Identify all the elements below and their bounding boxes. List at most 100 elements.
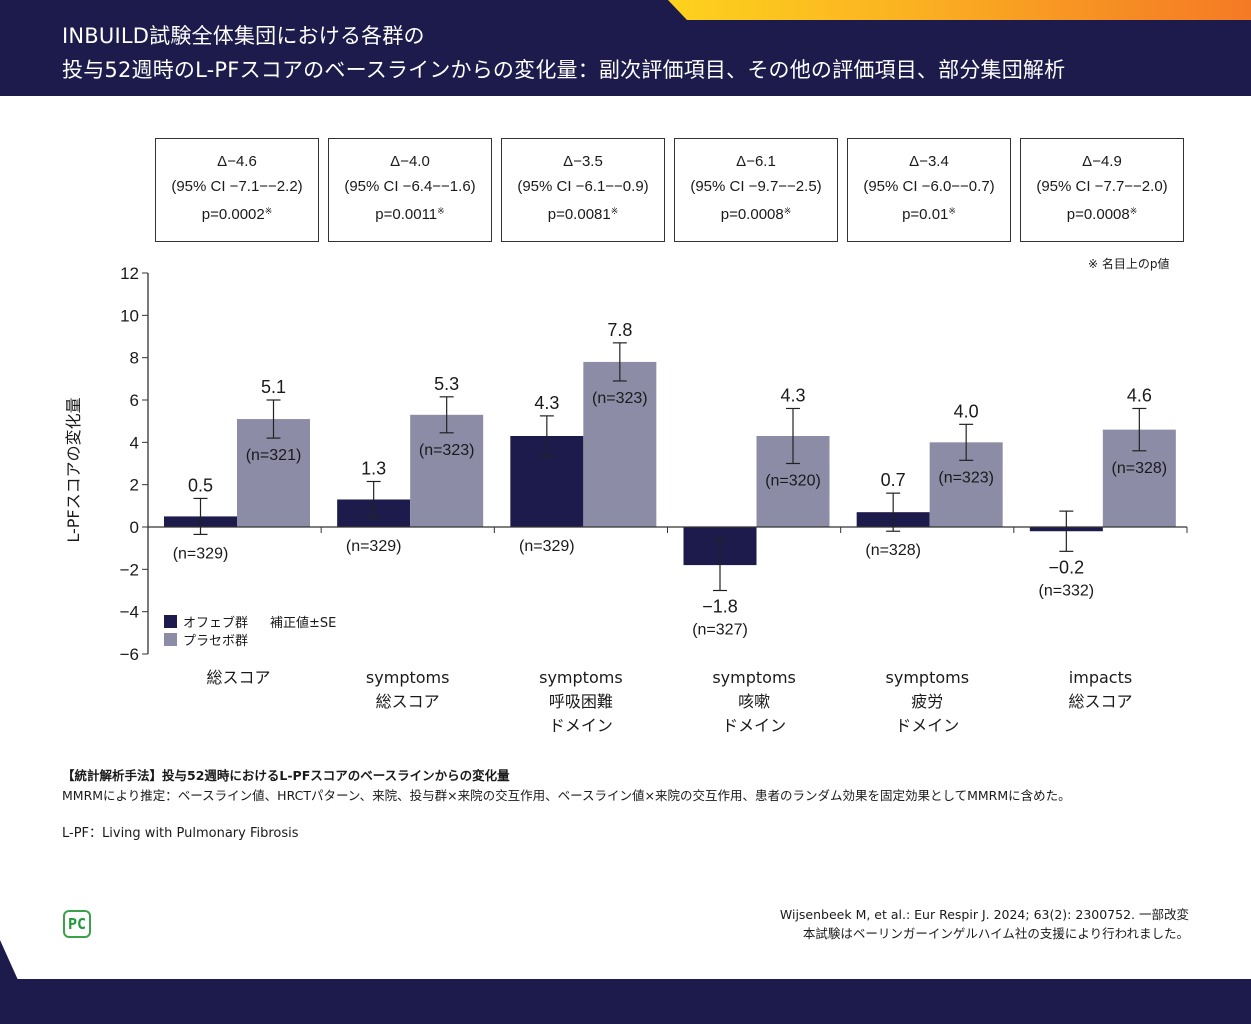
methods-heading: 【統計解析手法】投与52週時におけるL-PFスコアのベースラインからの変化量 (62, 768, 510, 783)
stat-p-text: p=0.01 (902, 206, 949, 223)
page-title-line1: INBUILD試験全体集団における各群の (62, 24, 425, 48)
nominal-mark: ※ (1129, 206, 1138, 216)
n-label: (n=328) (1112, 460, 1168, 477)
stat-p-value: p=0.0002※ (156, 199, 318, 227)
x-tick-label-line: 総スコア (1068, 692, 1133, 711)
y-tick-label: 6 (130, 391, 139, 410)
stat-ci: (95% CI −6.1−−0.9) (517, 178, 649, 195)
stat-p-value: p=0.0008※ (675, 199, 837, 227)
x-tick-label-line: 疲労 (911, 692, 944, 711)
stat-box: Δ−6.1 (95% CI −9.7−−2.5) p=0.0008※ (674, 138, 838, 242)
n-label: (n=329) (346, 538, 402, 555)
y-tick-label: 2 (130, 476, 139, 495)
n-label: (n=328) (865, 542, 921, 559)
pc-logo-icon: PC (63, 910, 91, 938)
x-tick-label: symptoms 疲労ドメイン (841, 666, 1014, 738)
x-tick-label-line: 咳嗽 (738, 692, 771, 711)
stat-delta: Δ−3.4 (909, 153, 949, 170)
x-tick-label-line: ドメイン (722, 716, 787, 735)
footer-wedge (0, 940, 18, 980)
citation: Wijsenbeek M, et al.: Eur Respir J. 2024… (780, 905, 1189, 943)
stat-ci: (95% CI −6.0−−0.7) (863, 178, 995, 195)
y-tick-label: −6 (120, 645, 139, 664)
methods-text: 【統計解析手法】投与52週時におけるL-PFスコアのベースラインからの変化量 M… (62, 766, 1071, 806)
x-tick-label: symptoms 総スコア (321, 666, 494, 714)
x-tick-label-line: ドメイン (548, 716, 613, 735)
nominal-mark: ※ (783, 206, 792, 216)
x-tick-label-line: impacts (1068, 668, 1133, 687)
data-label: 5.3 (434, 374, 459, 394)
stat-delta: Δ−4.6 (217, 153, 257, 170)
header-accent-stripe (668, 0, 1251, 20)
nominal-mark: ※ (437, 206, 445, 216)
stat-box: Δ−4.9 (95% CI −7.7−−2.0) p=0.0008※ (1020, 138, 1184, 242)
n-label: (n=323) (419, 442, 475, 459)
nominal-mark: ※ (610, 206, 619, 216)
x-tick-label: symptoms 呼吸困難 ドメイン (494, 666, 667, 738)
stat-box: Δ−3.5 (95% CI −6.1−−0.9) p=0.0081※ (501, 138, 665, 242)
data-label: −1.8 (702, 597, 738, 617)
n-label: (n=321) (246, 447, 302, 464)
abbreviation-note: L-PF：Living with Pulmonary Fibrosis (62, 826, 299, 841)
legend-item-placebo: プラセボ群 (164, 630, 249, 649)
stat-p-text: p=0.0081 (547, 206, 611, 223)
y-tick-label: 0 (130, 518, 139, 537)
data-label: 0.7 (881, 470, 906, 490)
stat-ci: (95% CI −7.7−−2.0) (1036, 178, 1168, 195)
data-label: 4.0 (954, 401, 979, 421)
bar-chart: −6 −4 −2 0 2 4 6 8 10 12 0.5 (n=329) 1.3 (n=329) 4.3 (n… (120, 264, 1188, 664)
nominal-mark: ※ (948, 206, 956, 216)
header-banner: INBUILD試験全体集団における各群の 投与52週時のL-PFスコアのベースラ… (0, 0, 1251, 96)
y-axis-label: L-PFスコアの変化量 (64, 397, 83, 543)
legend-swatch-ofev (164, 614, 177, 628)
stat-p-text: p=0.0011 (375, 206, 438, 223)
n-label: (n=329) (173, 545, 229, 562)
n-label: (n=327) (692, 622, 748, 639)
stat-ci: (95% CI −9.7−−2.5) (690, 178, 822, 195)
bar-placebo (583, 361, 657, 527)
n-label: (n=323) (938, 469, 994, 486)
n-label: (n=323) (592, 390, 648, 407)
stat-p-text: p=0.0008 (720, 206, 784, 223)
page-title-line2: 投与52週時のL-PFスコアのベースラインからの変化量：副次評価項目、その他の評… (62, 58, 1066, 82)
y-tick-label: −4 (120, 603, 139, 622)
x-tick-label-line: ドメイン (895, 716, 960, 735)
y-tick-label: −2 (120, 560, 139, 579)
x-tick-label: 総スコア (152, 666, 325, 690)
y-tick-label: 4 (130, 433, 139, 452)
stat-box: Δ−4.6 (95% CI −7.1−−2.2) p=0.0002※ (155, 138, 319, 242)
legend-swatch-placebo (164, 632, 177, 646)
legend-label-ofev: オフェブ群 (183, 615, 249, 631)
methods-body: MMRMにより推定：ベースライン値、HRCTパターン、来院、投与群×来院の交互作… (62, 788, 1071, 803)
x-tick-label-line: 総スコア (206, 668, 271, 687)
x-tick-label: impacts 総スコア (1014, 666, 1187, 714)
data-label: 5.1 (261, 377, 286, 397)
y-tick-label: 8 (130, 349, 139, 368)
data-label: 4.3 (534, 393, 559, 413)
legend: オフェブ群 プラセボ群 (164, 612, 249, 649)
footer-banner (0, 979, 1251, 1024)
stat-p-value: p=0.0081※ (502, 199, 664, 227)
nominal-mark: ※ (264, 206, 273, 216)
stat-delta: Δ−6.1 (736, 153, 776, 170)
data-label: 7.8 (607, 320, 632, 340)
x-tick-label-line: 呼吸困難 (548, 692, 613, 711)
p-value-note: ※ 名目上のp値 (1088, 257, 1170, 271)
data-label: 4.3 (780, 385, 805, 405)
stat-delta: Δ−4.9 (1082, 153, 1122, 170)
stat-ci: (95% CI −6.4−−1.6) (344, 178, 476, 195)
x-tick-label-line: symptoms (885, 668, 970, 687)
data-label: −0.2 (1049, 557, 1085, 577)
stat-delta: Δ−3.5 (563, 153, 603, 170)
bar-placebo (410, 414, 484, 527)
n-label: (n=320) (765, 473, 821, 490)
n-label: (n=329) (519, 538, 575, 555)
data-label: 1.3 (361, 458, 386, 478)
x-tick-label-line: symptoms (712, 668, 796, 687)
stat-box: Δ−4.0 (95% CI −6.4−−1.6) p=0.0011※ (328, 138, 492, 242)
x-tick-label-line: 総スコア (375, 692, 440, 711)
legend-label-placebo: プラセボ群 (183, 633, 249, 649)
citation-reference: Wijsenbeek M, et al.: Eur Respir J. 2024… (779, 907, 1189, 922)
stat-delta: Δ−4.0 (390, 153, 430, 170)
legend-item-ofev: オフェブ群 (164, 612, 249, 631)
